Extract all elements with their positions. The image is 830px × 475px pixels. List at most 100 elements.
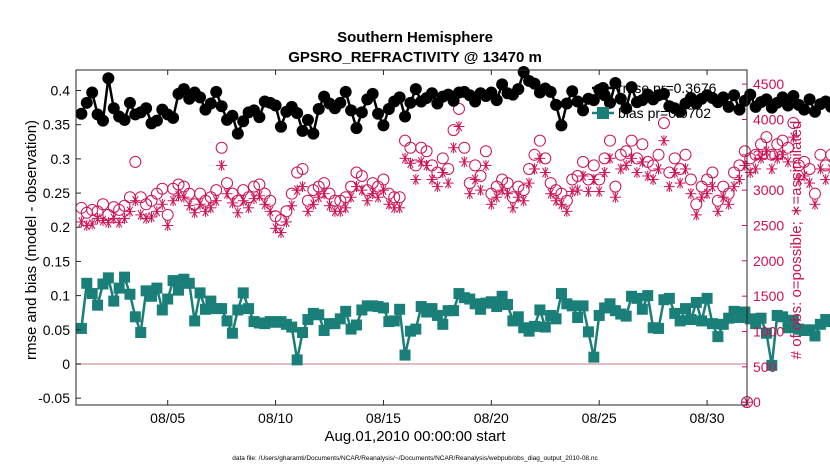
- bias-point: [399, 349, 411, 361]
- bias-point: [437, 318, 449, 330]
- obs-assimilated-point: [717, 191, 729, 203]
- bias-point: [717, 318, 729, 330]
- rmse-point: [825, 101, 830, 113]
- obs-assimilated-point: [577, 170, 589, 182]
- obs-assimilated-point: [102, 217, 114, 229]
- bias-point: [680, 303, 692, 315]
- obs-assimilated-point: [534, 152, 546, 164]
- bias-point: [189, 315, 201, 327]
- obs-assimilated-point: [518, 195, 530, 207]
- obs-possible-point: [458, 141, 471, 154]
- bias-point: [582, 326, 594, 338]
- obs-assimilated-point: [528, 163, 540, 175]
- obs-assimilated-point: [733, 174, 745, 186]
- rmse-point: [80, 96, 93, 109]
- obs-possible-point: [814, 148, 827, 161]
- x-tick-label: 08/15: [366, 410, 401, 426]
- bias-point: [787, 314, 799, 326]
- obs-possible-point: [587, 159, 600, 172]
- obs-assimilated-point: [760, 145, 772, 157]
- obs-assimilated-point: [599, 166, 611, 178]
- obs-assimilated-point: [286, 200, 298, 212]
- rmse-point: [609, 76, 622, 89]
- obs-assimilated-point: [129, 195, 141, 207]
- rmse-point: [237, 115, 250, 128]
- obs-possible-point: [544, 177, 557, 190]
- obs-assimilated-point: [523, 177, 535, 189]
- rmse-point: [372, 107, 385, 120]
- obs-possible-point: [577, 155, 590, 168]
- obs-assimilated-point: [636, 156, 648, 168]
- rmse-point: [194, 91, 207, 104]
- obs-assimilated-point: [275, 227, 287, 239]
- asterisk-stroke: [827, 163, 830, 168]
- obs-assimilated-point: [270, 222, 282, 234]
- obs-possible-point: [760, 131, 773, 144]
- rmse-point: [307, 127, 320, 140]
- bias-point: [777, 311, 789, 323]
- bias-point: [669, 307, 681, 319]
- bias-point: [377, 302, 389, 314]
- obs-assimilated-point: [712, 205, 724, 217]
- obs-assimilated-point: [189, 207, 201, 219]
- rmse-point: [334, 96, 347, 109]
- rmse-point: [339, 85, 352, 98]
- bias-point: [696, 315, 708, 327]
- bias-point: [555, 288, 567, 300]
- x-tick-label: 08/05: [150, 410, 185, 426]
- obs-assimilated-point: [237, 195, 249, 207]
- obs-assimilated-point: [297, 181, 309, 193]
- obs-assimilated-point: [140, 212, 152, 224]
- obs-possible-point: [620, 145, 633, 158]
- obs-possible-point: [717, 180, 730, 193]
- x-tick-label: 08/30: [690, 410, 725, 426]
- rmse-point: [717, 91, 730, 104]
- obs-assimilated-point: [146, 211, 158, 223]
- rmse-point: [566, 85, 579, 98]
- bias-point: [502, 299, 514, 310]
- right-axis-ticks: 0 500 1000 1500 2000 2500 3000 3500 4000 4500: [742, 76, 784, 410]
- rmse-point: [733, 103, 746, 116]
- rmse-point: [204, 97, 217, 110]
- rmse-point: [571, 95, 584, 108]
- obs-possible-point: [706, 166, 719, 179]
- obs-assimilated-point: [448, 142, 460, 154]
- bias-point: [129, 311, 141, 323]
- obs-possible-point: [603, 134, 616, 147]
- legend: rmse pr=0.3676 bias pr=0.0702: [592, 80, 717, 121]
- obs-possible-point: [86, 203, 99, 216]
- bias-point: [755, 312, 767, 324]
- bias-point: [674, 315, 686, 327]
- rmse-point: [366, 87, 379, 100]
- bias-point: [766, 359, 778, 371]
- left-y-axis-label: rmse and bias (model - observation): [23, 120, 40, 360]
- observation-count-layer: [75, 102, 830, 409]
- bias-point: [156, 304, 168, 316]
- bias-point: [701, 292, 713, 304]
- bias-point: [475, 303, 487, 315]
- obs-assimilated-point: [809, 198, 821, 210]
- rmse-point: [544, 85, 557, 98]
- bias-point: [313, 309, 325, 321]
- obs-assimilated-point: [372, 191, 384, 203]
- obs-assimilated-point: [183, 200, 195, 212]
- obs-assimilated-point: [680, 163, 692, 175]
- obs-possible-point: [215, 141, 228, 154]
- obs-possible-point: [377, 173, 390, 186]
- rmse-point: [102, 72, 115, 85]
- bias-point: [102, 272, 114, 284]
- obs-assimilated-point: [674, 177, 686, 189]
- obs-possible-point: [221, 177, 234, 190]
- obs-assimilated-point: [685, 188, 697, 200]
- bias-point: [124, 288, 136, 300]
- obs-possible-point: [210, 184, 223, 197]
- bias-point: [782, 322, 794, 334]
- bias-point: [92, 299, 104, 311]
- plot-frame: [75, 69, 748, 406]
- obs-possible-point: [237, 184, 250, 197]
- bias-point: [728, 305, 740, 317]
- rmse-point: [350, 122, 363, 135]
- obs-assimilated-point: [431, 181, 443, 193]
- right-y-tick-label: 0: [753, 394, 761, 410]
- bias-point: [162, 293, 174, 305]
